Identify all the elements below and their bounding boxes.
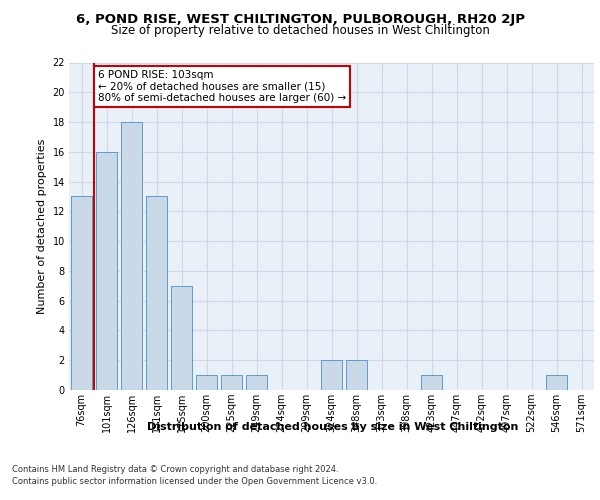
Bar — [321, 360, 342, 390]
Text: 6 POND RISE: 103sqm
← 20% of detached houses are smaller (15)
80% of semi-detach: 6 POND RISE: 103sqm ← 20% of detached ho… — [98, 70, 346, 103]
Bar — [146, 196, 167, 390]
Bar — [221, 375, 242, 390]
Bar — [71, 196, 92, 390]
Bar — [246, 375, 267, 390]
Text: 6, POND RISE, WEST CHILTINGTON, PULBOROUGH, RH20 2JP: 6, POND RISE, WEST CHILTINGTON, PULBOROU… — [76, 12, 524, 26]
Bar — [171, 286, 192, 390]
Bar — [421, 375, 442, 390]
Bar — [96, 152, 117, 390]
Text: Size of property relative to detached houses in West Chiltington: Size of property relative to detached ho… — [110, 24, 490, 37]
Y-axis label: Number of detached properties: Number of detached properties — [37, 138, 47, 314]
Text: Contains HM Land Registry data © Crown copyright and database right 2024.: Contains HM Land Registry data © Crown c… — [12, 465, 338, 474]
Bar — [346, 360, 367, 390]
Text: Distribution of detached houses by size in West Chiltington: Distribution of detached houses by size … — [148, 422, 518, 432]
Bar — [121, 122, 142, 390]
Bar — [546, 375, 567, 390]
Text: Contains public sector information licensed under the Open Government Licence v3: Contains public sector information licen… — [12, 478, 377, 486]
Bar — [196, 375, 217, 390]
